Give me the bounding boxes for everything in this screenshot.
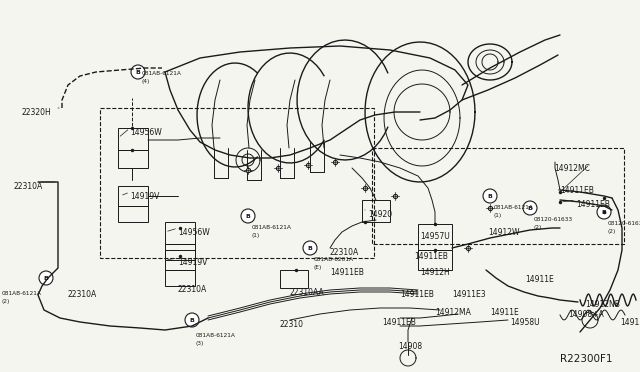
Text: 08120-61633: 08120-61633 (534, 217, 573, 222)
Text: 14912W: 14912W (488, 228, 520, 237)
Text: (2): (2) (2, 299, 10, 304)
Text: (3): (3) (196, 341, 204, 346)
Bar (165, 244, 195, 260)
Text: 14911EB: 14911EB (400, 290, 434, 299)
Text: (1): (1) (494, 213, 502, 218)
Text: 081AB-6121A: 081AB-6121A (142, 71, 182, 76)
Bar (418, 250, 452, 270)
Text: 14957U: 14957U (420, 232, 450, 241)
Circle shape (303, 241, 317, 255)
Text: 14911EB: 14911EB (382, 318, 416, 327)
Circle shape (483, 189, 497, 203)
Circle shape (241, 209, 255, 223)
Text: 14911EB: 14911EB (414, 252, 448, 261)
Bar (280, 270, 308, 288)
Text: 14911E: 14911E (620, 318, 640, 327)
Bar (362, 200, 390, 222)
Text: (E): (E) (314, 265, 323, 270)
Text: (4): (4) (142, 79, 150, 84)
Text: 14956W: 14956W (178, 228, 210, 237)
Bar (165, 250, 195, 270)
Circle shape (39, 271, 53, 285)
Text: (2): (2) (534, 225, 542, 230)
Bar (372, 148, 624, 244)
Bar (100, 108, 374, 258)
Text: B: B (488, 193, 492, 199)
Text: 14919V: 14919V (130, 192, 159, 201)
Circle shape (523, 201, 537, 215)
Text: B: B (527, 205, 532, 211)
Text: B: B (44, 276, 49, 280)
Text: 14912H: 14912H (420, 268, 450, 277)
Text: 22310A: 22310A (14, 182, 44, 191)
Text: 14919V: 14919V (178, 258, 207, 267)
Text: 14911E3: 14911E3 (452, 290, 486, 299)
Circle shape (131, 65, 145, 79)
Text: 14908+A: 14908+A (568, 310, 604, 319)
Text: 081AB-6121A: 081AB-6121A (494, 205, 534, 210)
Bar (165, 222, 195, 244)
Text: 14912NB: 14912NB (585, 300, 620, 309)
Text: 14911E: 14911E (525, 275, 554, 284)
Text: 081AB-6121A: 081AB-6121A (252, 225, 292, 230)
Text: 081AB-6201A: 081AB-6201A (314, 257, 354, 262)
Text: 14912MA: 14912MA (435, 308, 471, 317)
Text: R22300F1: R22300F1 (560, 354, 612, 364)
Bar (118, 186, 148, 206)
Text: 14912MC: 14912MC (554, 164, 590, 173)
Text: 22310AA: 22310AA (290, 288, 324, 297)
Text: B: B (136, 70, 140, 74)
Text: (1): (1) (252, 233, 260, 238)
Text: 14956W: 14956W (130, 128, 162, 137)
Text: 14908: 14908 (398, 342, 422, 351)
Bar (418, 224, 452, 250)
Bar (118, 128, 148, 150)
Text: 14920: 14920 (368, 210, 392, 219)
Text: 081AB-6121A: 081AB-6121A (196, 333, 236, 338)
Text: 14911EB: 14911EB (330, 268, 364, 277)
Text: 22320H: 22320H (22, 108, 52, 117)
Circle shape (185, 313, 199, 327)
Text: 14911E: 14911E (490, 308, 519, 317)
Text: 08120-61633: 08120-61633 (608, 221, 640, 226)
Circle shape (597, 205, 611, 219)
Text: B: B (602, 209, 607, 215)
Text: 081AB-6121A: 081AB-6121A (2, 291, 42, 296)
Text: 22310A: 22310A (330, 248, 359, 257)
Text: 14911EB: 14911EB (576, 200, 610, 209)
Text: B: B (189, 317, 195, 323)
Bar (118, 206, 148, 222)
Text: 22310A: 22310A (178, 285, 207, 294)
Text: (2): (2) (608, 229, 616, 234)
Bar (165, 270, 195, 286)
Text: 14911EB: 14911EB (560, 186, 594, 195)
Text: 14958U: 14958U (510, 318, 540, 327)
Text: B: B (246, 214, 250, 218)
Bar (118, 150, 148, 168)
Text: 22310: 22310 (280, 320, 304, 329)
Text: B: B (308, 246, 312, 250)
Text: 22310A: 22310A (68, 290, 97, 299)
